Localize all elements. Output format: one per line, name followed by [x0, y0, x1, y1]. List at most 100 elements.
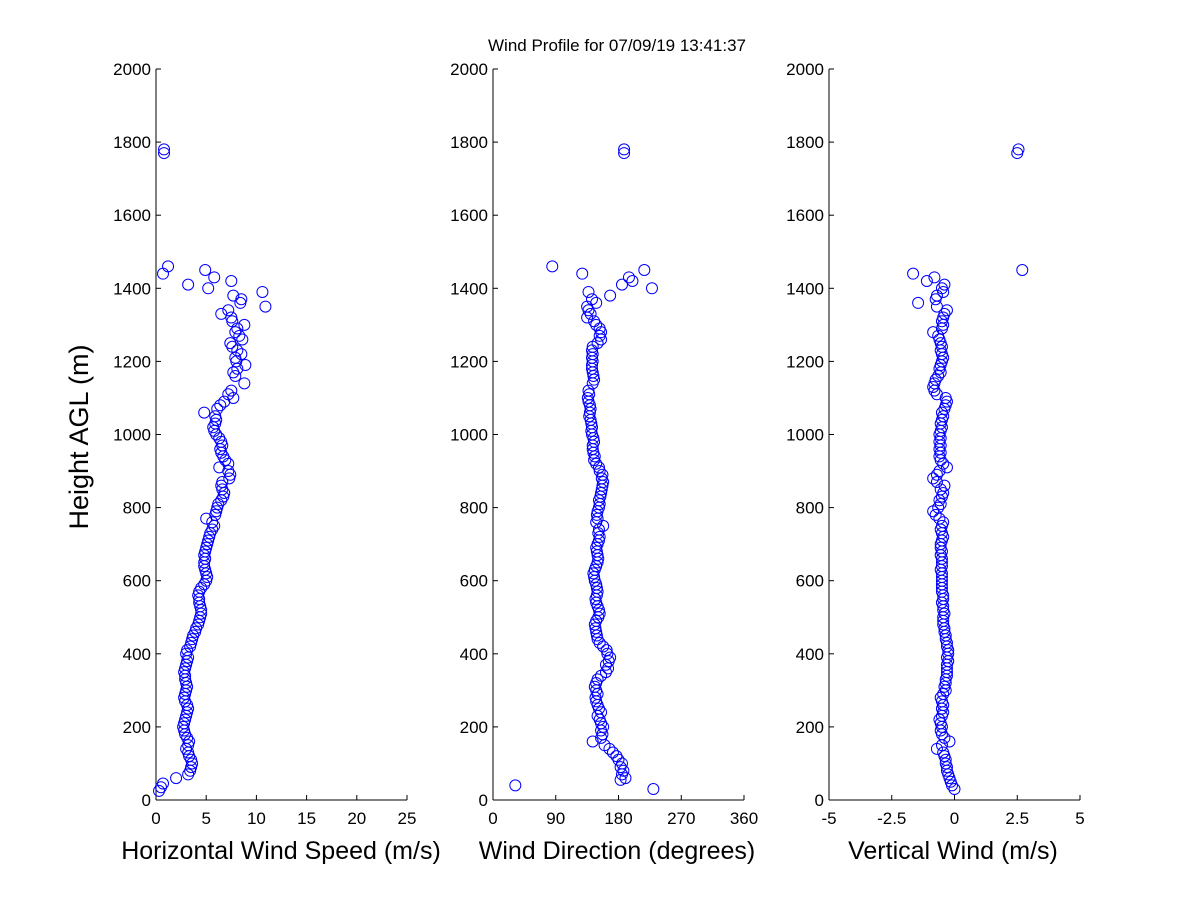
speed-data-point [162, 260, 175, 273]
vertical-data-point [912, 296, 925, 309]
speed-y-tick-label: 1800 [113, 133, 151, 152]
vertical-data-point [938, 278, 951, 291]
direction-data-point [597, 720, 610, 733]
direction-data-point [614, 773, 627, 786]
direction-data-point [617, 764, 630, 777]
speed-data-point [233, 329, 246, 342]
speed-x-tick-label: 25 [398, 809, 417, 828]
speed-data-point [229, 351, 242, 364]
vertical-x-tick-label: -5 [821, 809, 836, 828]
speed-data-point [200, 567, 213, 580]
speed-x-axis-label: Horizontal Wind Speed (m/s) [121, 837, 441, 865]
speed-data-point [198, 406, 211, 419]
vertical-data-point [927, 472, 940, 485]
direction-data-point [595, 706, 608, 719]
speed-y-tick-label: 2000 [113, 60, 151, 79]
vertical-data-point [937, 457, 950, 470]
vertical-y-tick-label: 1000 [786, 426, 824, 445]
direction-data-point [598, 739, 611, 752]
vertical-data-point [930, 388, 943, 401]
direction-data-point [590, 457, 603, 470]
speed-data-point [183, 750, 196, 763]
direction-data-point [582, 384, 595, 397]
direction-data-point [590, 318, 603, 331]
direction-data-point [586, 421, 599, 434]
speed-data-point [235, 348, 248, 361]
speed-data-point [236, 333, 249, 346]
vertical-panel: 0 200 400 600 800 1000 1200 1400 1600 1800 2000 -5 -… [786, 60, 1085, 865]
vertical-y-tick-label: 400 [796, 645, 824, 664]
vertical-data-point [1016, 264, 1029, 277]
vertical-data-point [928, 271, 941, 284]
vertical-data-point [934, 483, 947, 496]
direction-data-point [583, 388, 596, 401]
speed-data-point [186, 757, 199, 770]
vertical-data-point [938, 731, 951, 744]
vertical-data-point [930, 289, 943, 302]
direction-data-point [601, 647, 614, 660]
direction-y-tick-label: 1800 [450, 133, 488, 152]
vertical-data-point [940, 461, 953, 474]
speed-y-tick-label: 400 [123, 645, 151, 664]
vertical-data-point [930, 300, 943, 313]
speed-data-point [180, 709, 193, 722]
speed-x-tick-label: 10 [247, 809, 266, 828]
speed-data-point [227, 366, 240, 379]
vertical-data-point [930, 468, 943, 481]
direction-data-point [586, 293, 599, 306]
vertical-x-tick-label: 0 [950, 809, 959, 828]
direction-data-point [584, 307, 597, 320]
vertical-data-point [929, 373, 942, 386]
direction-data-point [599, 666, 612, 679]
direction-data-point [590, 508, 603, 521]
direction-data-point [618, 143, 631, 156]
vertical-data-point [938, 307, 951, 320]
direction-y-tick-label: 800 [460, 499, 488, 518]
vertical-x-axis-label: Vertical Wind (m/s) [848, 837, 1058, 865]
speed-data-point [198, 549, 211, 562]
direction-axes: 0 200 400 600 800 1000 1200 1400 1600 1800 2000 0 90… [450, 60, 758, 828]
vertical-y-tick-label: 1200 [786, 352, 824, 371]
speed-data-point [180, 658, 193, 671]
speed-data-point [209, 508, 222, 521]
speed-data-point [193, 614, 206, 627]
vertical-data-point [937, 486, 950, 499]
speed-data-point [192, 618, 205, 631]
speed-y-tick-label: 0 [142, 791, 151, 810]
speed-points [153, 143, 272, 797]
speed-data-point [199, 545, 212, 558]
speed-x-tick-label: 5 [201, 809, 210, 828]
speed-data-point [234, 296, 247, 309]
vertical-y-tick-label: 1800 [786, 133, 824, 152]
vertical-data-point [932, 370, 945, 383]
speed-data-point [215, 307, 228, 320]
speed-data-point [182, 702, 195, 715]
direction-data-point [589, 622, 602, 635]
direction-data-point [595, 472, 608, 485]
speed-data-point [209, 410, 222, 423]
speed-data-point [182, 278, 195, 291]
speed-axes: 0 200 400 600 800 1000 1200 1400 1600 1800 2000 0 5 1… [113, 60, 416, 828]
direction-x-axis-label: Wind Direction (degrees) [479, 837, 756, 865]
vertical-data-point [1012, 143, 1025, 156]
speed-data-point [157, 267, 170, 280]
direction-panel: 0 200 400 600 800 1000 1200 1400 1600 1800 2000 0 90… [450, 60, 758, 865]
vertical-data-point [937, 688, 950, 701]
speed-data-point [179, 713, 192, 726]
direction-data-point [576, 267, 589, 280]
direction-data-point [604, 651, 617, 664]
speed-y-tick-label: 1200 [113, 352, 151, 371]
speed-data-point [189, 625, 202, 638]
speed-data-point [226, 315, 239, 328]
speed-panel: 0 200 400 600 800 1000 1200 1400 1600 1800 2000 0 5 1… [64, 60, 441, 865]
direction-y-tick-label: 1600 [450, 206, 488, 225]
speed-y-tick-label: 1000 [113, 426, 151, 445]
speed-data-point [201, 538, 214, 551]
vertical-axes: 0 200 400 600 800 1000 1200 1400 1600 1800 2000 -5 -… [786, 60, 1085, 828]
direction-data-point [638, 264, 651, 277]
direction-data-point [615, 278, 628, 291]
speed-data-point [200, 541, 213, 554]
vertical-y-tick-label: 800 [796, 499, 824, 518]
vertical-data-point [937, 746, 950, 759]
speed-y-tick-label: 1600 [113, 206, 151, 225]
